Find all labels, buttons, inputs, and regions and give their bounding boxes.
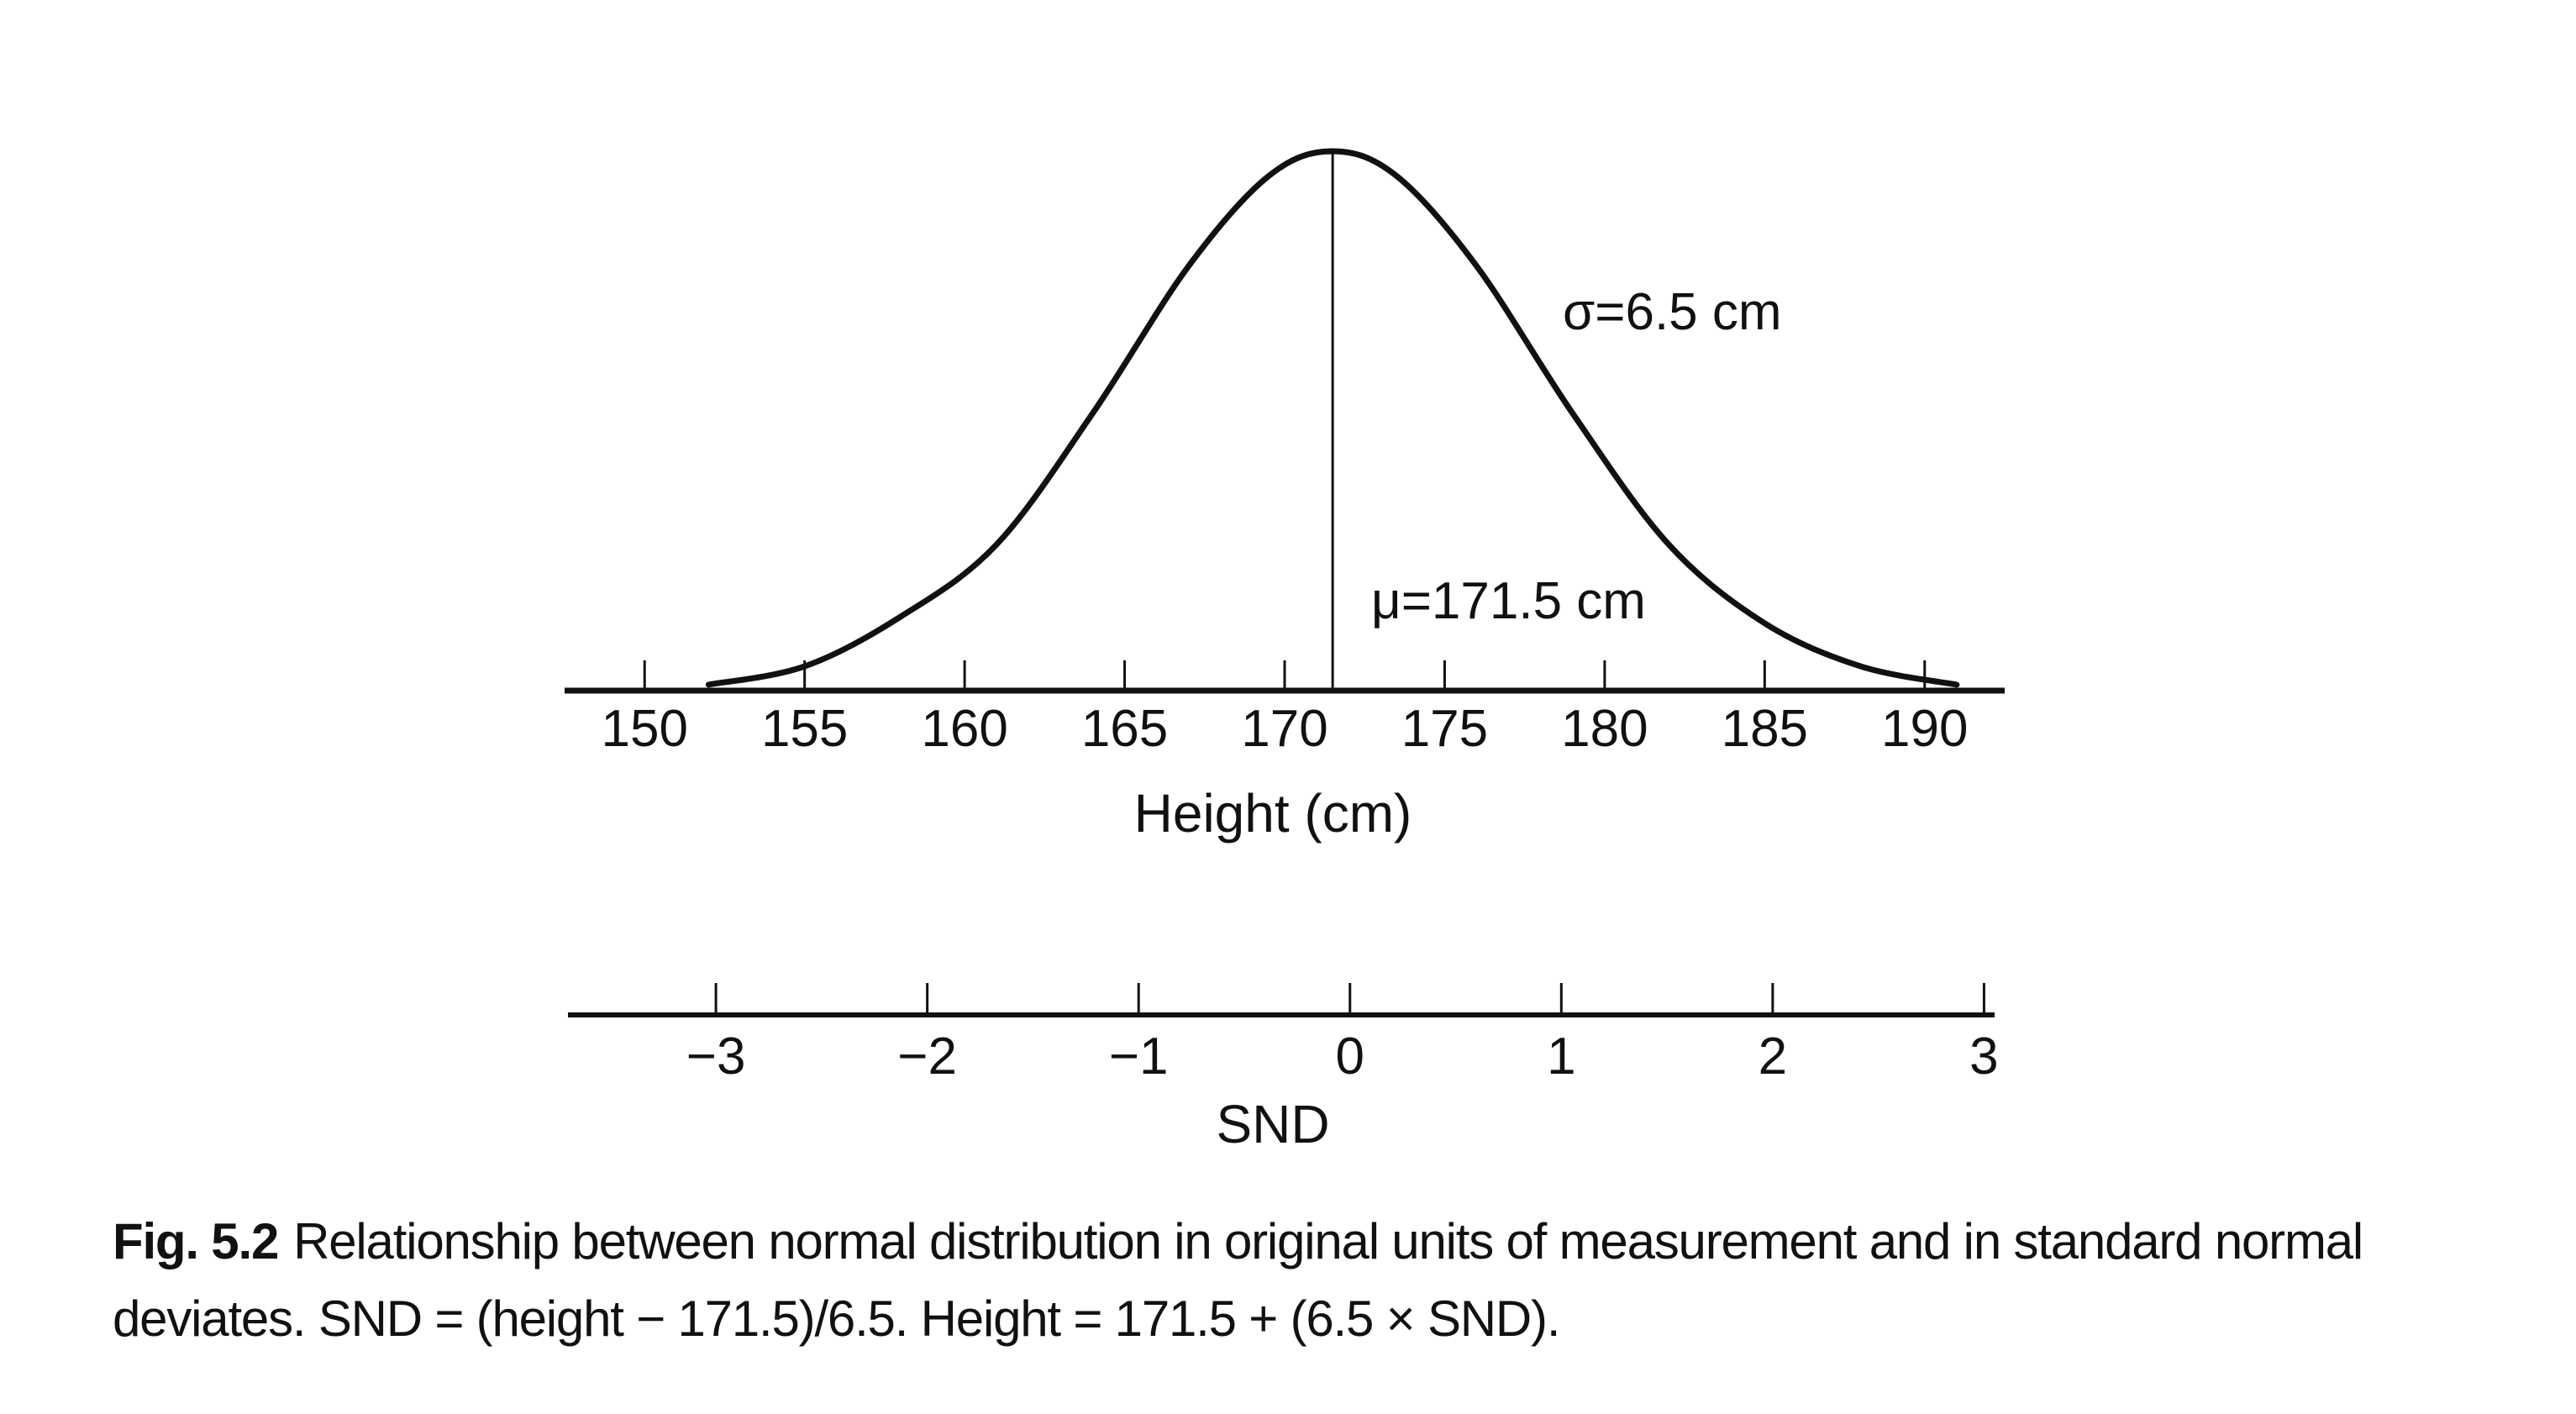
height-ticks [643, 660, 1927, 691]
height-tick-label: 170 [1241, 700, 1327, 758]
snd-tick-label: −2 [897, 1028, 957, 1085]
height-tick-label: 185 [1722, 700, 1808, 758]
height-tick-labels: 150 155 160 165 170 175 180 185 190 [601, 700, 1968, 758]
figure-caption: Fig. 5.2 Relationship between normal dist… [113, 1203, 2516, 1358]
snd-ticks [714, 983, 1985, 1015]
mu-annotation: μ=171.5 cm [1371, 572, 1646, 630]
height-axis-title: Height (cm) [1134, 783, 1412, 844]
height-axis: 150 155 160 165 170 175 180 185 190 Height (cm) [565, 660, 2005, 844]
snd-axis-title: SND [1216, 1094, 1329, 1154]
snd-tick-label: −3 [686, 1028, 746, 1085]
height-tick-label: 150 [601, 700, 687, 758]
figure-label: Fig. 5.2 [113, 1213, 279, 1269]
height-tick-label: 180 [1561, 700, 1648, 758]
sigma-annotation: σ=6.5 cm [1563, 283, 1782, 341]
snd-tick-labels: −3 −2 −1 0 1 2 3 [686, 1028, 1999, 1085]
snd-tick-label: 2 [1759, 1028, 1787, 1085]
snd-tick-label: 0 [1336, 1028, 1364, 1085]
height-tick-label: 175 [1401, 700, 1488, 758]
snd-tick-label: 1 [1547, 1028, 1575, 1085]
snd-tick-label: 3 [1969, 1028, 1998, 1085]
caption-text: Relationship between normal distribution… [113, 1213, 2363, 1347]
height-tick-label: 155 [761, 700, 848, 758]
height-tick-label: 165 [1081, 700, 1168, 758]
snd-axis: −3 −2 −1 0 1 2 3 SND [568, 983, 1999, 1154]
height-tick-label: 190 [1881, 700, 1968, 758]
snd-tick-label: −1 [1109, 1028, 1169, 1085]
height-tick-label: 160 [921, 700, 1007, 758]
